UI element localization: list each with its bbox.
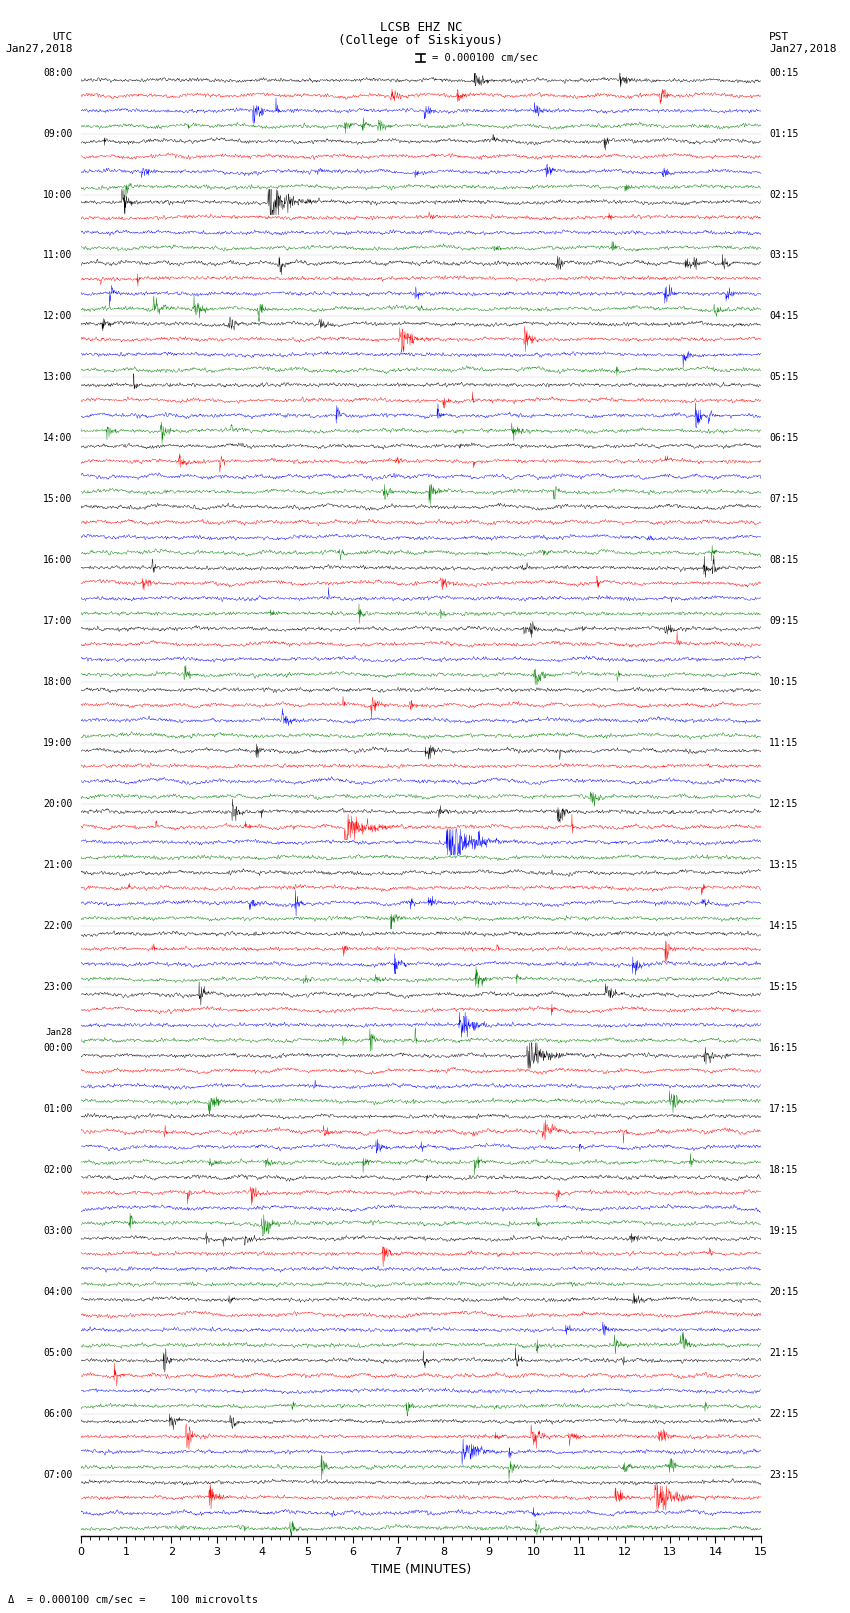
Text: = 0.000100 cm/sec: = 0.000100 cm/sec bbox=[432, 53, 538, 63]
Text: 05:00: 05:00 bbox=[43, 1348, 72, 1358]
Text: 19:15: 19:15 bbox=[769, 1226, 798, 1236]
Text: 22:00: 22:00 bbox=[43, 921, 72, 931]
Text: Jan27,2018: Jan27,2018 bbox=[769, 44, 836, 55]
Text: 07:00: 07:00 bbox=[43, 1469, 72, 1479]
Text: 01:15: 01:15 bbox=[769, 129, 798, 139]
Text: 16:00: 16:00 bbox=[43, 555, 72, 565]
Text: 07:15: 07:15 bbox=[769, 494, 798, 505]
Text: 21:15: 21:15 bbox=[769, 1348, 798, 1358]
Text: PST: PST bbox=[769, 32, 789, 42]
Text: 05:15: 05:15 bbox=[769, 373, 798, 382]
Text: 20:00: 20:00 bbox=[43, 798, 72, 810]
Text: 23:00: 23:00 bbox=[43, 982, 72, 992]
Text: 04:15: 04:15 bbox=[769, 311, 798, 321]
Text: 12:00: 12:00 bbox=[43, 311, 72, 321]
Text: 02:15: 02:15 bbox=[769, 189, 798, 200]
Text: 14:15: 14:15 bbox=[769, 921, 798, 931]
Text: 10:00: 10:00 bbox=[43, 189, 72, 200]
Text: 01:00: 01:00 bbox=[43, 1103, 72, 1115]
Text: 23:15: 23:15 bbox=[769, 1469, 798, 1479]
Text: 17:00: 17:00 bbox=[43, 616, 72, 626]
Text: UTC: UTC bbox=[53, 32, 72, 42]
Text: 10:15: 10:15 bbox=[769, 677, 798, 687]
Text: 15:15: 15:15 bbox=[769, 982, 798, 992]
Text: Jan28: Jan28 bbox=[46, 1027, 72, 1037]
Text: 18:15: 18:15 bbox=[769, 1165, 798, 1174]
Text: 17:15: 17:15 bbox=[769, 1103, 798, 1115]
Text: LCSB EHZ NC: LCSB EHZ NC bbox=[379, 21, 462, 34]
Text: 08:00: 08:00 bbox=[43, 68, 72, 77]
Text: 20:15: 20:15 bbox=[769, 1287, 798, 1297]
X-axis label: TIME (MINUTES): TIME (MINUTES) bbox=[371, 1563, 471, 1576]
Text: 15:00: 15:00 bbox=[43, 494, 72, 505]
Text: 09:15: 09:15 bbox=[769, 616, 798, 626]
Text: 21:00: 21:00 bbox=[43, 860, 72, 869]
Text: 06:15: 06:15 bbox=[769, 434, 798, 444]
Text: Jan27,2018: Jan27,2018 bbox=[5, 44, 72, 55]
Text: 04:00: 04:00 bbox=[43, 1287, 72, 1297]
Text: 16:15: 16:15 bbox=[769, 1044, 798, 1053]
Text: 11:00: 11:00 bbox=[43, 250, 72, 260]
Text: 13:00: 13:00 bbox=[43, 373, 72, 382]
Text: 03:15: 03:15 bbox=[769, 250, 798, 260]
Text: 09:00: 09:00 bbox=[43, 129, 72, 139]
Text: 00:00: 00:00 bbox=[43, 1044, 72, 1053]
Text: 12:15: 12:15 bbox=[769, 798, 798, 810]
Text: 06:00: 06:00 bbox=[43, 1408, 72, 1419]
Text: (College of Siskiyous): (College of Siskiyous) bbox=[338, 34, 503, 47]
Text: 03:00: 03:00 bbox=[43, 1226, 72, 1236]
Text: 22:15: 22:15 bbox=[769, 1408, 798, 1419]
Text: 14:00: 14:00 bbox=[43, 434, 72, 444]
Text: 13:15: 13:15 bbox=[769, 860, 798, 869]
Text: 08:15: 08:15 bbox=[769, 555, 798, 565]
Text: 18:00: 18:00 bbox=[43, 677, 72, 687]
Text: 11:15: 11:15 bbox=[769, 739, 798, 748]
Text: 02:00: 02:00 bbox=[43, 1165, 72, 1174]
Text: 19:00: 19:00 bbox=[43, 739, 72, 748]
Text: Δ  = 0.000100 cm/sec =    100 microvolts: Δ = 0.000100 cm/sec = 100 microvolts bbox=[8, 1595, 258, 1605]
Text: 00:15: 00:15 bbox=[769, 68, 798, 77]
